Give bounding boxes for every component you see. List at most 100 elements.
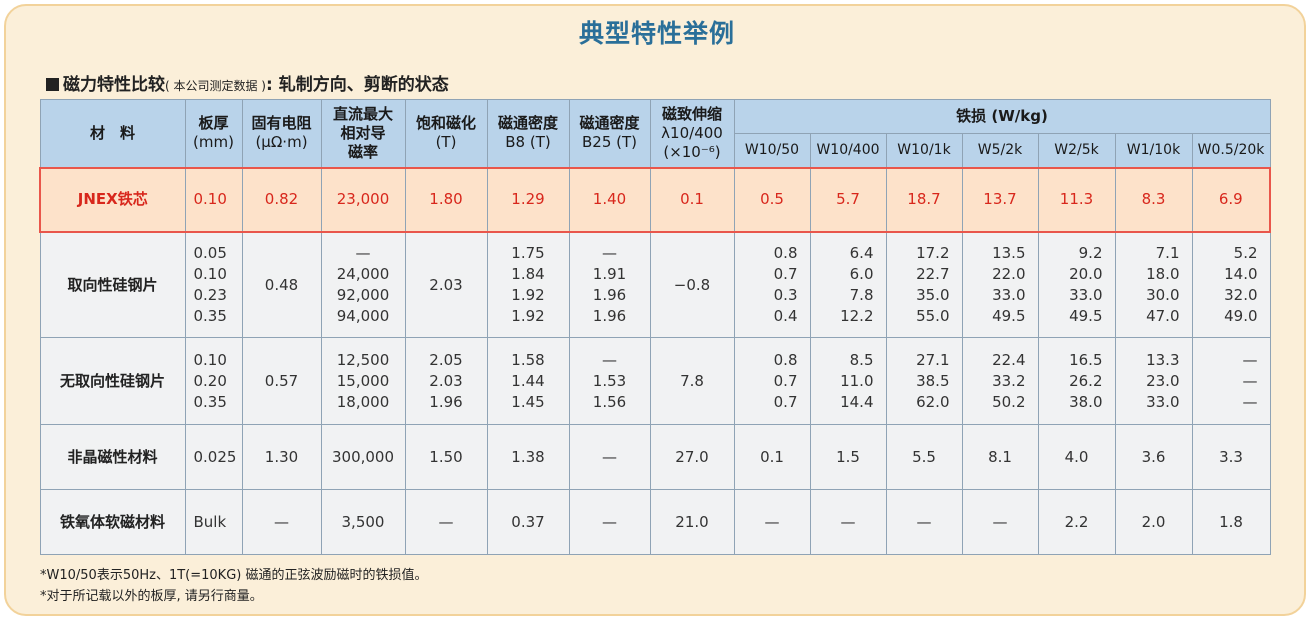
iron-loss-cell: 18.7 xyxy=(885,166,963,234)
header-loss-col: W2/5k xyxy=(1037,133,1116,168)
iron-loss-cell: 3.6 xyxy=(1114,424,1193,491)
table-row: 取向性硅钢片 0.05 0.10 0.23 0.35 0.48—24,000 92,000 9… xyxy=(39,231,1271,339)
iron-loss-cell: 1.8 xyxy=(1191,489,1271,555)
material-name: 非晶磁性材料 xyxy=(39,424,186,491)
b25-cell: — xyxy=(568,424,651,491)
iron-loss-cell: 6.4 6.0 7.8 12.2 xyxy=(809,231,887,339)
iron-loss-cell: 11.3 xyxy=(1037,166,1116,234)
table-row: JNEX铁芯 0.10 0.82 23,000 1.80 1.29 1.40 0.1 0.5 5.… xyxy=(39,166,1272,234)
saturation-cell: 1.50 xyxy=(404,424,488,491)
permeability-cell: 300,000 xyxy=(320,424,406,491)
iron-loss-cell: 22.4 33.2 50.2 xyxy=(961,337,1039,426)
square-bullet-icon xyxy=(46,78,59,91)
header-permeability: 直流最大 相对导 磁率 xyxy=(320,99,406,168)
magnetostriction-cell: −0.8 xyxy=(649,231,735,339)
header-thickness: 板厚 (mm) xyxy=(184,99,243,168)
header-material: 材 料 xyxy=(39,99,186,168)
resistivity-cell: — xyxy=(241,489,322,555)
iron-loss-cell: — xyxy=(961,489,1039,555)
iron-loss-cell: 3.3 xyxy=(1191,424,1271,491)
iron-loss-cell: 5.7 xyxy=(809,166,887,234)
resistivity-cell: 0.57 xyxy=(241,337,322,426)
magnetostriction-cell: 0.1 xyxy=(649,166,735,234)
b8-cell: 1.58 1.44 1.45 xyxy=(486,337,570,426)
header-magnetostriction: 磁致伸缩 λ10/400 (×10⁻⁶) xyxy=(649,99,735,168)
table-row: 无取向性硅钢片 0.10 0.20 0.35 0.57 12,500 15,000 18,00… xyxy=(39,337,1271,426)
iron-loss-cell: 0.8 0.7 0.7 xyxy=(733,337,811,426)
material-name: 无取向性硅钢片 xyxy=(39,337,186,426)
resistivity-cell: 1.30 xyxy=(241,424,322,491)
iron-loss-cell: 17.2 22.7 35.0 55.0 xyxy=(885,231,963,339)
table-row: 铁氧体软磁材料 Bulk —3,500—0.37—21.0— — — —2.2 2.0 1.8 xyxy=(39,489,1271,555)
b8-cell: 1.38 xyxy=(486,424,570,491)
iron-loss-cell: 2.0 xyxy=(1114,489,1193,555)
iron-loss-cell: 6.9 xyxy=(1191,166,1272,234)
b8-cell: 1.29 xyxy=(486,166,570,234)
page-title: 典型特性举例 xyxy=(578,19,735,48)
iron-loss-cell: — xyxy=(885,489,963,555)
iron-loss-cell: 0.8 0.7 0.3 0.4 xyxy=(733,231,811,339)
header-loss-col: W0.5/20k xyxy=(1191,133,1271,168)
saturation-cell: 1.80 xyxy=(404,166,488,234)
saturation-cell: 2.03 xyxy=(404,231,488,339)
iron-loss-cell: 8.5 11.0 14.4 xyxy=(809,337,887,426)
material-name: 铁氧体软磁材料 xyxy=(39,489,186,555)
permeability-cell: 3,500 xyxy=(320,489,406,555)
iron-loss-cell: — xyxy=(733,489,811,555)
header-resistivity: 固有电阻 (μΩ·m) xyxy=(241,99,322,168)
iron-loss-cell: — xyxy=(809,489,887,555)
iron-loss-cell: 0.5 xyxy=(733,166,811,234)
header-loss-col: W10/50 xyxy=(733,133,811,168)
iron-loss-cell: 16.5 26.2 38.0 xyxy=(1037,337,1116,426)
b25-cell: 1.40 xyxy=(568,166,651,234)
header-loss-col: W5/2k xyxy=(961,133,1039,168)
permeability-cell: —24,000 92,000 94,000 xyxy=(320,231,406,339)
header-b8: 磁通密度 B8 (T) xyxy=(486,99,570,168)
iron-loss-cell: 13.3 23.0 33.0 xyxy=(1114,337,1193,426)
iron-loss-cell: 5.2 14.0 32.0 49.0 xyxy=(1191,231,1271,339)
b25-cell: —1.91 1.96 1.96 xyxy=(568,231,651,339)
saturation-cell: — xyxy=(404,489,488,555)
material-name: JNEX铁芯 xyxy=(39,166,186,234)
saturation-cell: 2.05 2.03 1.96 xyxy=(404,337,488,426)
footnote-1: *W10/50表示50Hz、1T(=10KG) 磁通的正弦波励磁时的铁损值。 xyxy=(40,568,428,583)
material-name: 取向性硅钢片 xyxy=(39,231,186,339)
header-loss-col: W10/1k xyxy=(885,133,963,168)
thickness-cell: 0.10 0.20 0.35 xyxy=(184,337,243,426)
iron-loss-cell: 5.5 xyxy=(885,424,963,491)
subtitle-main: 磁力特性比较 xyxy=(63,75,165,95)
iron-loss-cell: 27.1 38.5 62.0 xyxy=(885,337,963,426)
header-b25: 磁通密度 B25 (T) xyxy=(568,99,651,168)
footnotes: *W10/50表示50Hz、1T(=10KG) 磁通的正弦波励磁时的铁损值。 *… xyxy=(40,565,427,607)
table-row: 非晶磁性材料 0.025 1.30 300,000 1.50 1.38—27.0 0.1 1.… xyxy=(39,424,1271,491)
footnote-2: *对于所记载以外的板厚, 请另行商量。 xyxy=(40,589,263,604)
iron-loss-cell: 1.5 xyxy=(809,424,887,491)
permeability-cell: 12,500 15,000 18,000 xyxy=(320,337,406,426)
iron-loss-cell: — — — xyxy=(1191,337,1271,426)
magnetostriction-cell: 27.0 xyxy=(649,424,735,491)
permeability-cell: 23,000 xyxy=(320,166,406,234)
resistivity-cell: 0.82 xyxy=(241,166,322,234)
subtitle-rest: : 轧制方向、剪断的状态 xyxy=(266,75,449,95)
header-loss-col: W1/10k xyxy=(1114,133,1193,168)
iron-loss-cell: 9.2 20.0 33.0 49.5 xyxy=(1037,231,1116,339)
header-iron-loss: 铁损 (W/kg) xyxy=(733,99,1271,134)
iron-loss-cell: 8.3 xyxy=(1114,166,1193,234)
thickness-cell: 0.05 0.10 0.23 0.35 xyxy=(184,231,243,339)
iron-loss-cell: 2.2 xyxy=(1037,489,1116,555)
magnetic-properties-table: 材 料 板厚 (mm) 固有电阻 (μΩ·m) 直流最大 相对导 磁率 饱和磁化 (T) … xyxy=(39,99,1272,555)
b8-cell: 0.37 xyxy=(486,489,570,555)
b25-cell: —1.53 1.56 xyxy=(568,337,651,426)
iron-loss-cell: 4.0 xyxy=(1037,424,1116,491)
resistivity-cell: 0.48 xyxy=(241,231,322,339)
iron-loss-cell: 8.1 xyxy=(961,424,1039,491)
iron-loss-cell: 13.5 22.0 33.0 49.5 xyxy=(961,231,1039,339)
thickness-cell: 0.025 xyxy=(184,424,243,491)
iron-loss-cell: 0.1 xyxy=(733,424,811,491)
iron-loss-cell: 7.1 18.0 30.0 47.0 xyxy=(1114,231,1193,339)
magnetostriction-cell: 7.8 xyxy=(649,337,735,426)
iron-loss-cell: 13.7 xyxy=(961,166,1039,234)
section-subtitle: 磁力特性比较( 本公司测定数据 ): 轧制方向、剪断的状态 xyxy=(46,70,449,95)
b8-cell: 1.75 1.84 1.92 1.92 xyxy=(486,231,570,339)
b25-cell: — xyxy=(568,489,651,555)
